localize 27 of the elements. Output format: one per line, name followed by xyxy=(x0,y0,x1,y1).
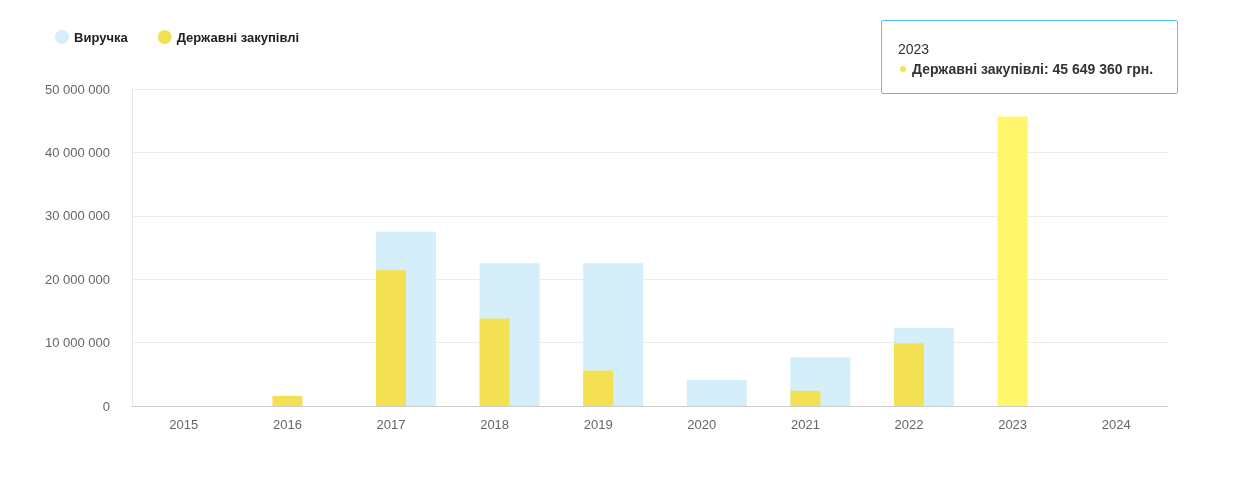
y-tick-label: 10 000 000 xyxy=(44,335,110,351)
x-tick-label: 2019 xyxy=(583,417,613,432)
y-tick-label: 30 000 000 xyxy=(44,208,110,224)
y-tick-label: 20 000 000 xyxy=(44,271,110,287)
bar xyxy=(479,318,510,406)
legend-label: Виручка xyxy=(74,29,129,45)
x-tick-label: 2023 xyxy=(998,417,1028,432)
bar xyxy=(376,270,406,406)
x-tick-label: 2022 xyxy=(894,417,924,432)
x-tick-label: 2017 xyxy=(376,417,406,432)
bar xyxy=(583,370,614,406)
bar xyxy=(272,395,303,406)
y-tick-label: 0 xyxy=(102,398,110,414)
bar xyxy=(894,343,924,406)
bar xyxy=(686,380,747,406)
x-tick-label: 2020 xyxy=(687,417,717,432)
tooltip-panel: 2023 Державні закупівлі: 45 649 360 грн. xyxy=(881,20,1178,94)
y-tick-label: 50 000 000 xyxy=(44,81,110,97)
x-tick-label: 2015 xyxy=(169,417,199,432)
bar xyxy=(790,390,821,406)
bar xyxy=(997,116,1028,406)
x-tick-label: 2018 xyxy=(480,417,510,432)
legend-label: Державні закупівлі xyxy=(176,29,300,45)
x-tick-label: 2016 xyxy=(272,417,302,432)
y-tick-label: 40 000 000 xyxy=(44,144,110,160)
x-tick-label: 2024 xyxy=(1101,417,1131,432)
x-tick-label: 2021 xyxy=(790,417,820,432)
